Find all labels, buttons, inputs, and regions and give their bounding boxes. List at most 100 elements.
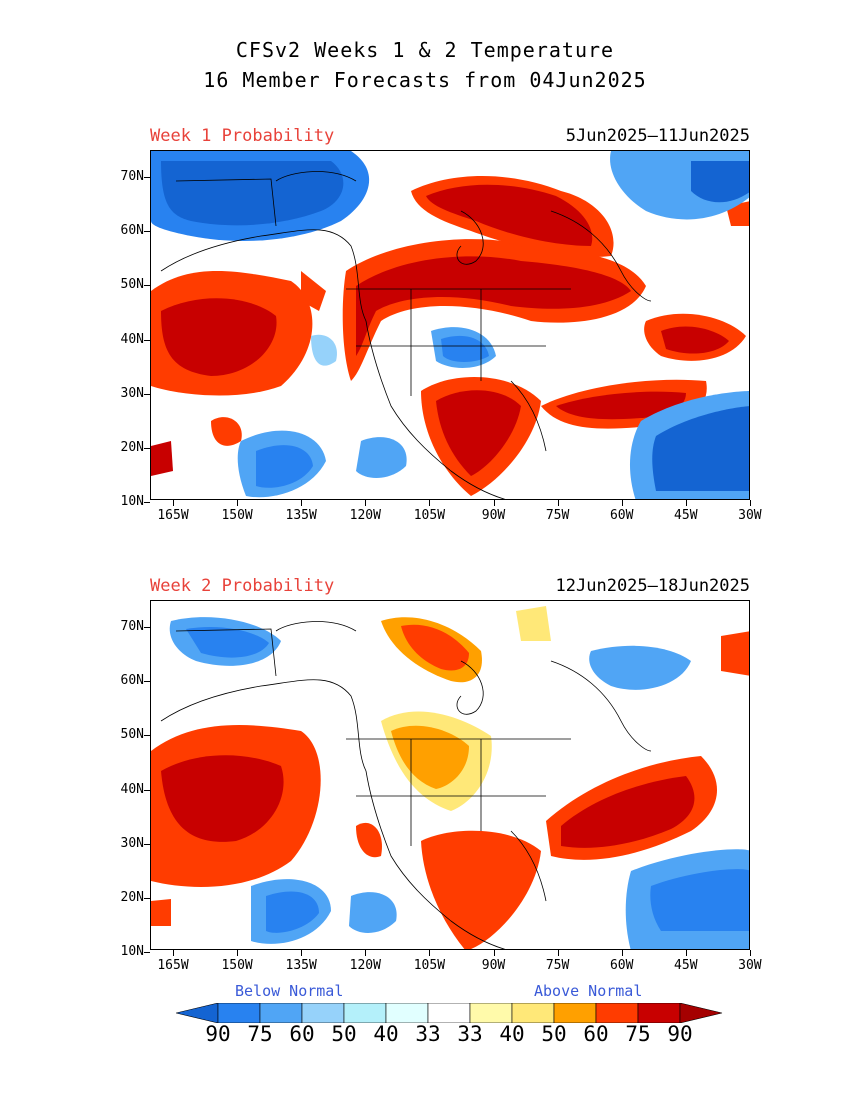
week2-cool-blobs (169, 617, 749, 949)
legend-value: 75 (247, 1022, 273, 1046)
week2-warm-blobs (151, 606, 749, 949)
lon-tick-label: 165W (157, 958, 189, 973)
lat-tick-mark (144, 393, 150, 395)
lat-tick-mark (144, 789, 150, 791)
lat-tick-mark (144, 502, 150, 504)
lon-tick-mark (557, 950, 559, 956)
lon-tick-mark (749, 500, 751, 506)
lon-tick-mark (685, 500, 687, 506)
lon-tick-label: 90W (481, 958, 506, 973)
week1-cool-blobs (151, 151, 749, 499)
week1-probability-label: Week 1 Probability (150, 126, 335, 146)
lon-tick-mark (237, 950, 239, 956)
lon-tick-mark (173, 950, 174, 956)
lat-tick-label: 60N (120, 673, 144, 689)
legend-value: 33 (457, 1022, 483, 1046)
lat-tick-mark (144, 339, 150, 341)
lat-tick-mark (144, 952, 150, 954)
week2-date-range: 12Jun2025—18Jun2025 (555, 576, 750, 596)
legend-value: 90 (205, 1022, 231, 1046)
lat-tick-mark (144, 285, 150, 287)
lon-tick-label: 135W (285, 958, 317, 973)
lon-tick-mark (365, 950, 367, 956)
legend-swatch (217, 1003, 261, 1023)
week1-map (150, 150, 750, 500)
legend-swatch (595, 1003, 639, 1023)
lat-tick-label: 70N (120, 619, 144, 634)
legend-swatch (385, 1003, 429, 1023)
lon-tick-mark (685, 950, 687, 956)
lon-tick-label: 90W (481, 508, 506, 523)
legend-below-normal: Below Normal (235, 982, 344, 1000)
legend-swatch (176, 1003, 219, 1023)
lon-tick-label: 30W (738, 958, 762, 973)
lon-tick-label: 75W (545, 958, 570, 973)
lon-tick-mark (237, 500, 239, 506)
lon-tick-mark (557, 500, 559, 506)
week2-probability-label: Week 2 Probability (150, 576, 335, 596)
lat-tick-mark (144, 843, 150, 845)
lat-tick-label: 20N (120, 440, 144, 455)
legend-swatch (301, 1003, 345, 1023)
legend-value: 90 (667, 1022, 693, 1046)
lon-tick-label: 45W (674, 958, 698, 973)
legend-value: 60 (289, 1022, 315, 1046)
legend-value: 40 (373, 1022, 399, 1046)
lon-tick-label: 120W (349, 958, 381, 973)
chart-title-line1: CFSv2 Weeks 1 & 2 Temperature (235, 38, 615, 62)
legend-swatch (427, 1003, 471, 1023)
week1-coastlines (160, 171, 652, 499)
legend-swatch (637, 1003, 681, 1023)
lat-tick-mark (144, 681, 150, 683)
legend-value: 33 (415, 1022, 441, 1046)
lon-tick-label: 30W (738, 508, 762, 523)
lon-tick-label: 45W (674, 508, 698, 523)
lon-tick-mark (429, 950, 431, 956)
lat-tick-label: 10N (120, 944, 144, 960)
lat-tick-label: 30N (120, 385, 144, 401)
legend-swatch (511, 1003, 555, 1023)
week1-date-range: 5Jun2025—11Jun2025 (565, 126, 750, 146)
legend-swatch (343, 1003, 387, 1023)
lon-tick-mark (493, 500, 495, 506)
week2-map (150, 600, 750, 950)
lon-tick-label: 165W (157, 508, 189, 523)
lon-tick-label: 150W (221, 508, 253, 523)
lat-tick-mark (144, 735, 150, 737)
lat-tick-label: 70N (120, 169, 144, 184)
lon-tick-mark (173, 500, 174, 506)
lon-tick-mark (365, 500, 367, 506)
chart-title-line2: 16 Member Forecasts from 04Jun2025 (203, 68, 647, 92)
legend-value: 75 (625, 1022, 651, 1046)
lat-tick-mark (144, 898, 150, 899)
legend-swatch (679, 1003, 723, 1023)
lat-tick-label: 20N (120, 890, 144, 905)
lon-tick-label: 105W (413, 958, 446, 973)
lat-tick-mark (144, 177, 150, 178)
legend-colorbar (176, 1003, 723, 1023)
lat-tick-label: 40N (120, 331, 144, 347)
lon-tick-label: 75W (545, 508, 570, 523)
lon-tick-mark (301, 950, 303, 956)
lon-tick-mark (429, 500, 431, 506)
lon-tick-mark (749, 950, 751, 956)
week2-coastlines (160, 621, 652, 949)
lat-tick-label: 40N (120, 781, 144, 797)
lon-tick-label: 120W (349, 508, 381, 523)
legend-swatch (469, 1003, 513, 1023)
lon-tick-mark (621, 950, 623, 956)
lon-tick-label: 60W (609, 958, 634, 973)
lon-tick-label: 135W (285, 508, 317, 523)
lon-tick-label: 105W (413, 508, 446, 523)
legend-value: 50 (331, 1022, 357, 1046)
lat-tick-label: 60N (120, 223, 144, 239)
lat-tick-label: 30N (120, 835, 144, 851)
lon-tick-label: 150W (221, 958, 253, 973)
legend-above-normal: Above Normal (534, 982, 643, 1000)
legend-value: 60 (583, 1022, 609, 1046)
lat-tick-mark (144, 627, 150, 628)
legend-value: 40 (499, 1022, 525, 1046)
lat-tick-label: 50N (120, 727, 144, 743)
lat-tick-mark (144, 448, 150, 449)
lat-tick-mark (144, 231, 150, 233)
